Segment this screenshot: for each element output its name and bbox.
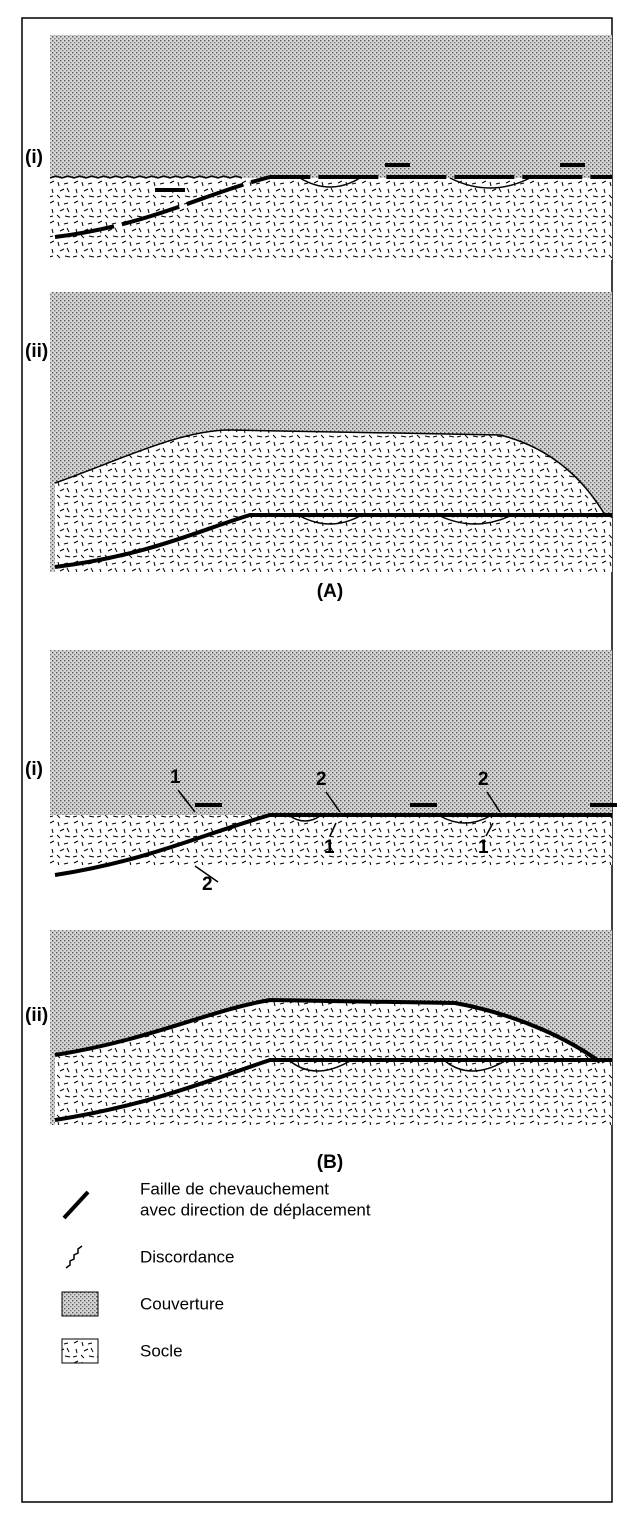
callout: 2 <box>478 769 489 790</box>
legend-text: Couverture <box>140 1294 224 1313</box>
legend-text: avec direction de déplacement <box>140 1200 371 1219</box>
legend: Faille de chevauchement avec direction d… <box>61 1179 371 1364</box>
legend-text: Faille de chevauchement <box>140 1179 329 1198</box>
legend-text: Discordance <box>140 1247 235 1266</box>
panel-label: (B) <box>317 1152 343 1173</box>
section-label: (i) <box>25 759 43 780</box>
legend-text: Socle <box>140 1341 183 1360</box>
callout: 2 <box>316 769 327 790</box>
callout: 1 <box>170 767 181 788</box>
callout: 2 <box>202 874 213 895</box>
section-b-i: (i) 1 2 1 2 1 2 <box>25 650 617 895</box>
panel-label: (A) <box>317 581 343 602</box>
section-label: (i) <box>25 147 43 168</box>
section-b-ii: (ii) <box>25 930 612 1125</box>
section-label: (ii) <box>25 341 48 362</box>
section-label: (ii) <box>25 1005 48 1026</box>
section-a-i: (i) <box>25 35 612 260</box>
section-a-ii: (ii) <box>25 292 612 572</box>
callout: 1 <box>478 837 489 858</box>
callout: 1 <box>324 837 335 858</box>
